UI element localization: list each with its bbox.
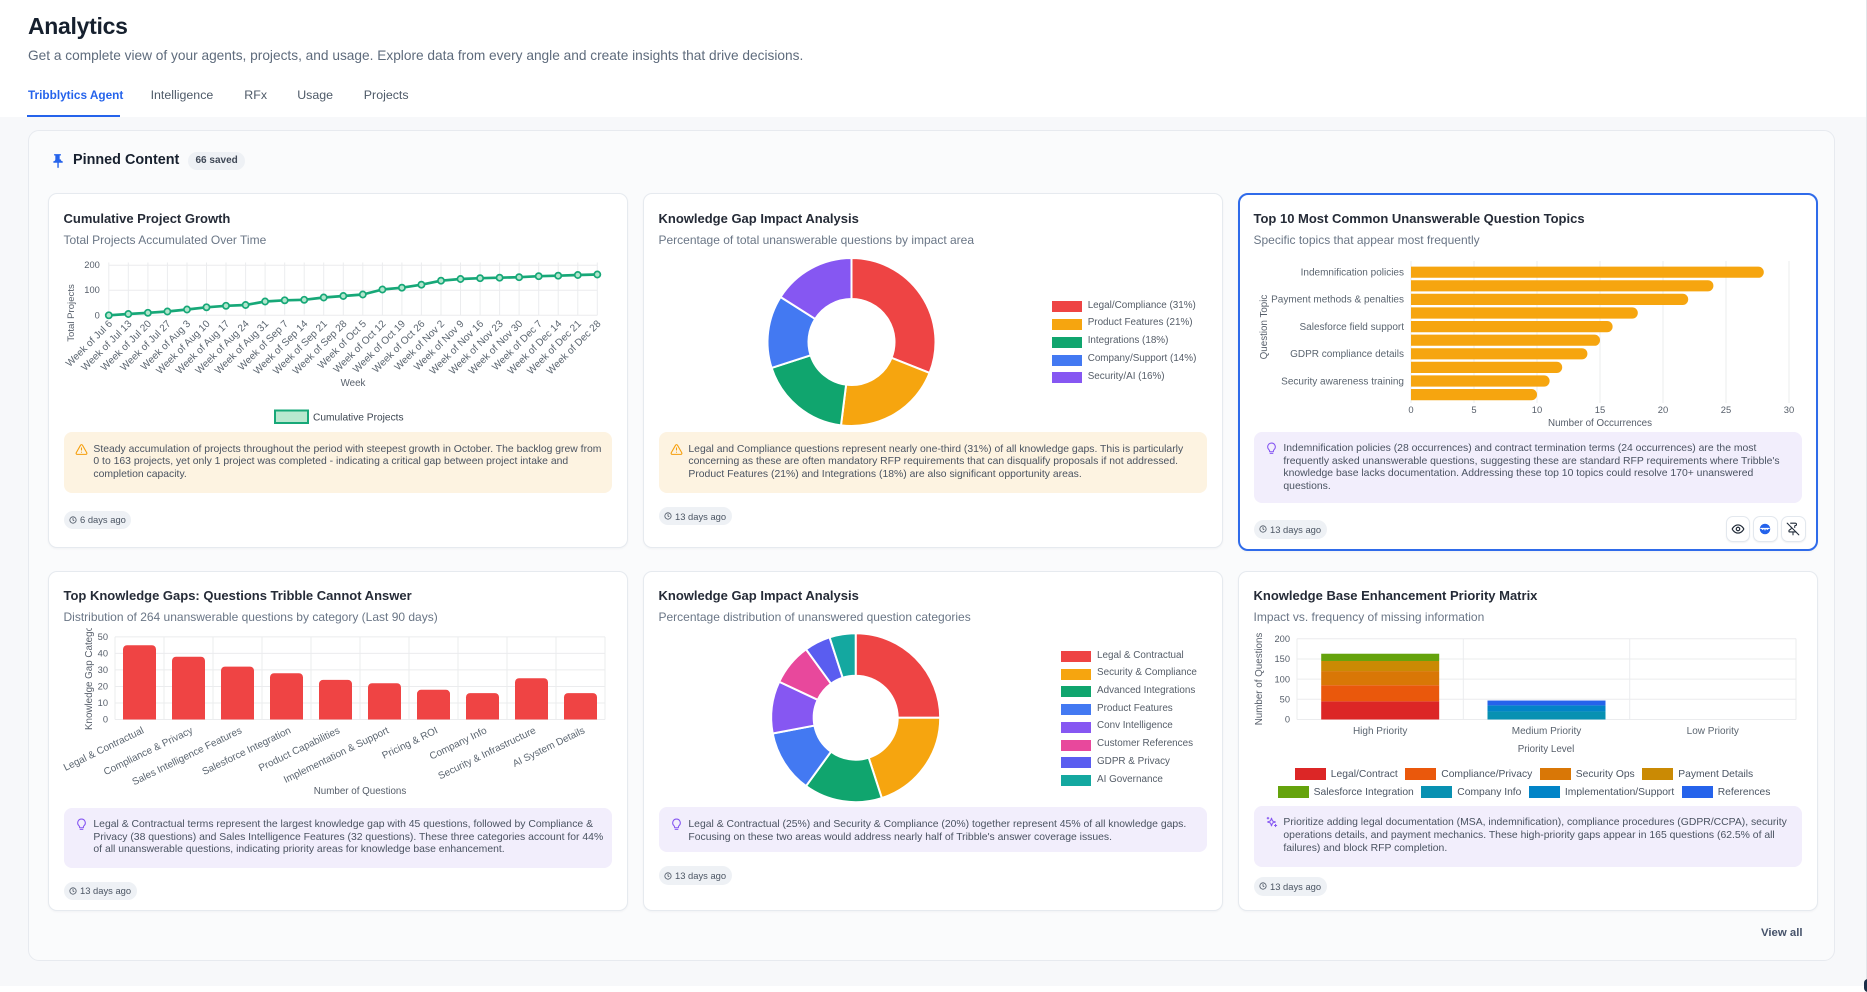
svg-text:0: 0 (103, 715, 108, 725)
svg-text:100: 100 (1274, 674, 1290, 684)
svg-text:20: 20 (98, 682, 108, 692)
svg-text:200: 200 (84, 260, 100, 270)
svg-text:Priority Level: Priority Level (1518, 744, 1575, 755)
svg-text:25: 25 (1721, 404, 1731, 415)
svg-text:10: 10 (98, 698, 108, 708)
svg-text:Salesforce Integration: Salesforce Integration (201, 725, 293, 778)
svg-text:Payment methods & penalties: Payment methods & penalties (1271, 295, 1404, 306)
svg-text:0: 0 (1285, 715, 1290, 725)
svg-text:Low Priority: Low Priority (1687, 726, 1739, 737)
svg-text:5: 5 (1471, 404, 1476, 415)
svg-text:Week: Week (341, 378, 366, 389)
svg-text:Medium Priority: Medium Priority (1512, 726, 1581, 737)
svg-text:0: 0 (1408, 404, 1413, 415)
svg-text:Knowledge Gap Catego: Knowledge Gap Catego (84, 628, 95, 730)
svg-text:30: 30 (98, 665, 108, 675)
svg-text:Number of Questions: Number of Questions (1254, 633, 1265, 726)
svg-text:High Priority: High Priority (1353, 726, 1407, 737)
svg-text:Total Projects: Total Projects (66, 284, 77, 342)
svg-text:Cumulative Projects: Cumulative Projects (313, 413, 404, 424)
svg-text:150: 150 (1274, 654, 1290, 664)
svg-text:10: 10 (1532, 404, 1542, 415)
svg-text:GDPR compliance details: GDPR compliance details (1290, 349, 1404, 360)
svg-text:15: 15 (1595, 404, 1605, 415)
svg-text:30: 30 (1784, 404, 1794, 415)
svg-text:Salesforce field support: Salesforce field support (1299, 322, 1404, 333)
svg-text:Number of Questions: Number of Questions (314, 786, 407, 797)
svg-text:100: 100 (84, 285, 100, 295)
svg-text:50: 50 (98, 632, 108, 642)
svg-text:20: 20 (1658, 404, 1668, 415)
svg-text:Security awareness training: Security awareness training (1281, 376, 1404, 387)
svg-text:Number of Occurrences: Number of Occurrences (1548, 418, 1652, 429)
svg-text:50: 50 (1280, 695, 1290, 705)
svg-text:Indemnification policies: Indemnification policies (1301, 268, 1404, 279)
svg-text:40: 40 (98, 649, 108, 659)
svg-text:Question Topic: Question Topic (1259, 295, 1270, 360)
svg-text:0: 0 (95, 310, 100, 320)
svg-text:200: 200 (1274, 634, 1290, 644)
